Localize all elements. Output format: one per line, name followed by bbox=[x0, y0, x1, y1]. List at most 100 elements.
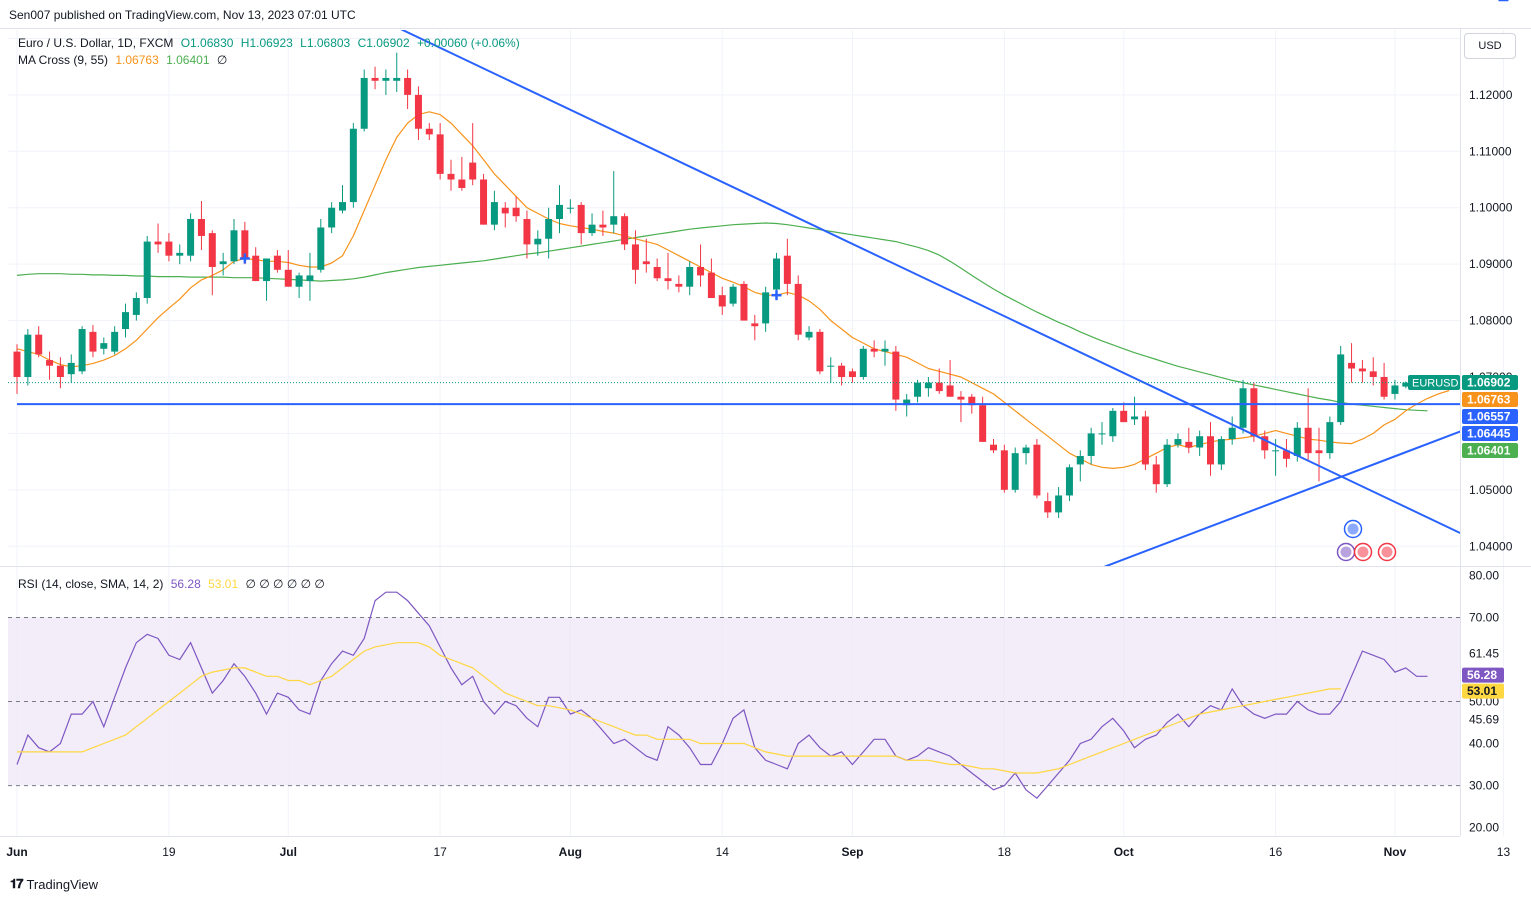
price-axis: 1.120001.110001.100001.090001.080001.070… bbox=[1408, 88, 1518, 553]
candle bbox=[1380, 362, 1388, 400]
candle bbox=[219, 252, 227, 276]
candle-body bbox=[1391, 385, 1399, 394]
candle-body bbox=[783, 255, 791, 284]
candle bbox=[328, 202, 336, 234]
candle bbox=[870, 340, 878, 358]
candle-body bbox=[664, 278, 672, 282]
candle-body bbox=[1315, 450, 1323, 454]
high-value: H1.06923 bbox=[240, 36, 293, 50]
price-tick-label: 1.10000 bbox=[1469, 201, 1513, 215]
candle bbox=[67, 354, 75, 383]
rsi-tick-label: 80.00 bbox=[1469, 568, 1499, 582]
candle bbox=[773, 252, 780, 296]
tradingview-logo-icon: 𝟏𝟕 bbox=[10, 876, 24, 891]
time-tick-label: Aug bbox=[559, 845, 582, 859]
candle bbox=[1228, 416, 1236, 445]
candle bbox=[1315, 427, 1323, 482]
candles bbox=[13, 52, 1410, 519]
time-tick-label: Nov bbox=[1384, 845, 1407, 859]
candle-body bbox=[957, 396, 965, 400]
candle bbox=[1120, 402, 1128, 423]
candle-body bbox=[56, 365, 64, 377]
ma-fast-value: 1.06763 bbox=[115, 53, 159, 67]
candle-body bbox=[729, 286, 737, 304]
candle bbox=[252, 247, 260, 282]
candle bbox=[1152, 455, 1160, 493]
candle-body bbox=[870, 348, 878, 352]
rsi-indicator-title[interactable]: RSI (14, close, SMA, 14, 2) bbox=[18, 577, 164, 591]
candle-body bbox=[577, 204, 585, 234]
symbol-title[interactable]: Euro / U.S. Dollar, 1D, FXCM bbox=[18, 36, 174, 50]
candle bbox=[1348, 343, 1356, 383]
candle bbox=[78, 326, 86, 375]
candle bbox=[577, 202, 585, 245]
currency-button[interactable]: USD bbox=[1464, 33, 1516, 59]
candle bbox=[273, 250, 281, 273]
candle-body bbox=[512, 207, 520, 217]
candle-body bbox=[425, 128, 433, 135]
rsi-tag-bg bbox=[1462, 667, 1504, 683]
candle bbox=[848, 368, 856, 383]
candle-body bbox=[816, 331, 824, 372]
publish-header: Sen007 published on TradingView.com, Nov… bbox=[0, 0, 1531, 29]
candle bbox=[1033, 439, 1041, 499]
candle bbox=[1369, 357, 1377, 386]
candle-body bbox=[1033, 444, 1041, 496]
rsi-axis: 80.0070.0061.4550.0045.6940.0030.0020.00… bbox=[1462, 568, 1504, 835]
candle bbox=[1207, 422, 1214, 476]
candle bbox=[827, 357, 835, 383]
candle bbox=[686, 261, 694, 296]
candle-body bbox=[1228, 427, 1236, 440]
candle bbox=[349, 123, 357, 208]
candle-body bbox=[219, 261, 227, 265]
candle-body bbox=[718, 295, 726, 307]
candle bbox=[1337, 345, 1345, 425]
candle bbox=[501, 202, 509, 228]
open-value: O1.06830 bbox=[180, 36, 234, 50]
symbol-tag-text: EURUSD bbox=[1412, 378, 1459, 390]
candle-body bbox=[1337, 354, 1345, 423]
candle-body bbox=[295, 275, 303, 287]
candle bbox=[284, 250, 292, 287]
candle-body bbox=[1304, 427, 1312, 454]
candle bbox=[414, 86, 422, 141]
footer-brand: 𝟏𝟕 TradingView bbox=[10, 876, 98, 892]
candle-body bbox=[707, 272, 715, 298]
candle-body bbox=[1358, 368, 1366, 372]
candle bbox=[393, 52, 401, 93]
candle bbox=[230, 219, 238, 265]
candle-body bbox=[24, 334, 32, 377]
candle bbox=[458, 156, 466, 191]
candle bbox=[534, 230, 542, 256]
candle bbox=[545, 207, 553, 259]
candle bbox=[208, 230, 216, 296]
rsi-tick-label: 45.69 bbox=[1469, 713, 1499, 727]
candle-body bbox=[1369, 371, 1377, 377]
candle bbox=[729, 283, 737, 307]
candle-body bbox=[1055, 495, 1063, 513]
flag-fill bbox=[1381, 546, 1393, 558]
candle-body bbox=[1207, 436, 1214, 465]
flag-fill bbox=[1357, 546, 1369, 558]
symbol-legend: Euro / U.S. Dollar, 1D, FXCM O1.06830 H1… bbox=[18, 36, 524, 50]
candle-body bbox=[566, 207, 574, 209]
candle bbox=[35, 326, 43, 358]
candle-body bbox=[968, 396, 976, 406]
candle bbox=[599, 210, 607, 236]
candle-body bbox=[838, 365, 846, 377]
candle-body bbox=[111, 331, 119, 352]
candle bbox=[1065, 464, 1073, 502]
ma-indicator-title[interactable]: MA Cross (9, 55) bbox=[18, 53, 109, 67]
candle bbox=[697, 244, 705, 287]
candle-body bbox=[480, 179, 488, 225]
candle bbox=[1304, 388, 1312, 462]
rsi-tag-text: 56.28 bbox=[1467, 668, 1497, 682]
price-tag: 1.06902 bbox=[1462, 375, 1518, 391]
candle-body bbox=[1141, 416, 1149, 465]
candle-body bbox=[1065, 467, 1073, 496]
candle bbox=[360, 69, 368, 132]
candle bbox=[425, 123, 433, 141]
candle bbox=[13, 344, 21, 394]
candle-body bbox=[794, 283, 802, 335]
